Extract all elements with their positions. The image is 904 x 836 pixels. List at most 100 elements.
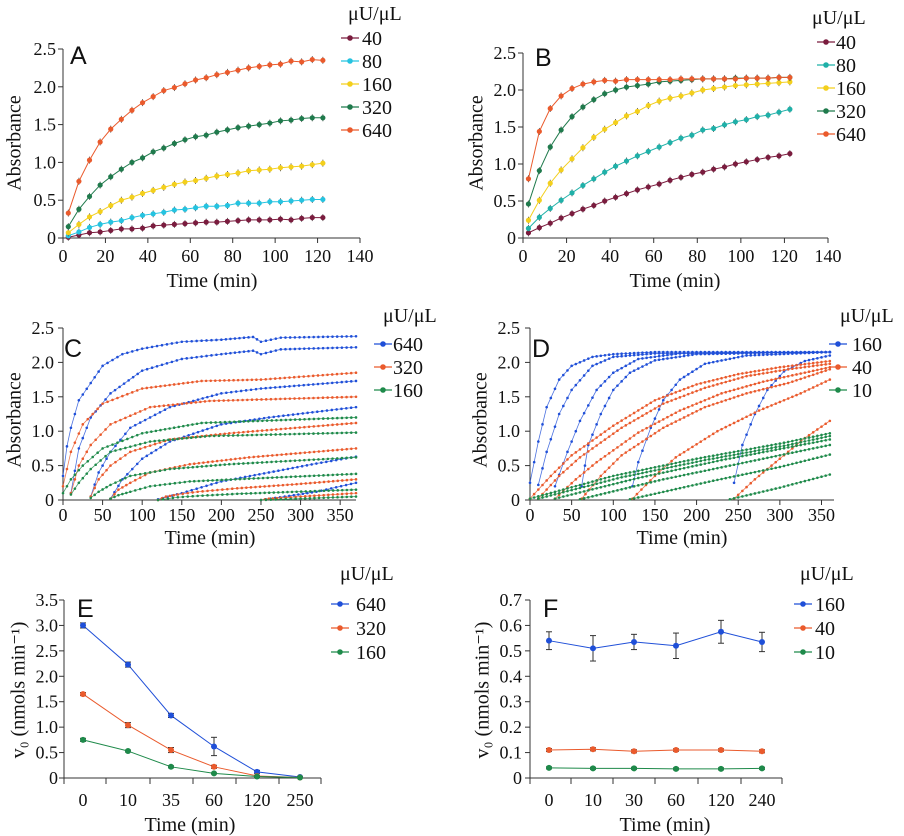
legend-item: 80 [341, 51, 382, 73]
data-point [732, 421, 736, 425]
data-point [741, 451, 744, 455]
data-point [211, 770, 217, 777]
data-point [331, 335, 334, 338]
data-point [761, 469, 765, 472]
data-point [741, 352, 744, 355]
series-line [82, 693, 301, 778]
data-point [691, 458, 694, 461]
data-point [653, 480, 657, 483]
legend-marker [347, 81, 353, 87]
data-point [340, 492, 344, 496]
data-point [820, 455, 823, 458]
data-point [774, 454, 777, 458]
data-point [562, 462, 565, 465]
data-point [235, 67, 241, 73]
x-tick-label: 0 [79, 790, 88, 810]
data-point [711, 395, 715, 399]
data-point [728, 352, 732, 355]
data-point [728, 423, 732, 427]
data-point [335, 416, 339, 420]
data-point [770, 455, 773, 459]
data-point [667, 177, 673, 183]
data-point [220, 338, 223, 341]
data-point [327, 480, 330, 483]
data-point [562, 488, 565, 491]
data-point [130, 467, 134, 471]
data-point [718, 628, 724, 635]
data-point [331, 423, 334, 427]
data-point [159, 445, 162, 449]
data-point [582, 482, 586, 486]
data-point [284, 452, 288, 456]
data-point [774, 445, 777, 449]
data-point [649, 401, 653, 405]
data-point [167, 438, 170, 442]
data-point [163, 427, 167, 431]
y-tick-label: 0.5 [500, 641, 523, 661]
data-point [226, 487, 229, 491]
data-point [318, 481, 321, 484]
data-point [545, 450, 548, 454]
y-tick-label: 2.5 [34, 39, 57, 59]
data-point [667, 95, 673, 101]
data-point [195, 339, 198, 343]
data-point [91, 412, 94, 416]
data-point [786, 446, 790, 449]
data-point [340, 335, 344, 338]
data-point [256, 461, 259, 464]
data-point [354, 478, 358, 481]
data-point [582, 453, 586, 456]
data-point [265, 460, 269, 464]
data-point [612, 87, 619, 93]
legend-item: 320 [341, 97, 392, 119]
data-point [181, 495, 185, 499]
data-point [580, 182, 586, 189]
data-point [253, 418, 256, 421]
data-point [741, 454, 744, 458]
data-point [743, 82, 749, 88]
data-point [139, 212, 146, 218]
data-point [235, 170, 241, 176]
data-point [795, 450, 798, 454]
data-point [745, 485, 748, 489]
data-point [157, 404, 161, 408]
data-point [786, 440, 790, 444]
data-point [148, 440, 152, 443]
data-point [612, 194, 619, 200]
data-point [80, 622, 86, 629]
data-point [699, 365, 703, 368]
data-point [753, 382, 757, 386]
data-point [824, 435, 827, 439]
data-point [666, 394, 669, 397]
data-point [317, 496, 321, 500]
data-point [566, 458, 569, 461]
data-point [86, 417, 90, 421]
x-tick-label: 50 [563, 505, 581, 525]
data-point [233, 337, 237, 340]
data-point [640, 488, 643, 491]
data-point [264, 498, 268, 502]
data-point [289, 418, 292, 422]
data-point [283, 385, 287, 388]
data-point [682, 460, 686, 463]
x-tick-label: 250 [247, 505, 274, 525]
data-point [86, 224, 93, 231]
data-point [649, 469, 653, 473]
data-point [661, 402, 665, 405]
data-point [632, 411, 636, 415]
data-point [165, 362, 169, 365]
data-point [591, 79, 597, 85]
data-point [634, 187, 640, 193]
data-point [816, 361, 819, 364]
data-point [129, 414, 132, 418]
data-point [241, 398, 244, 402]
data-point [674, 355, 678, 359]
data-point [138, 476, 142, 479]
data-point [283, 397, 287, 401]
data-point [782, 444, 786, 448]
data-point [641, 449, 644, 452]
data-point [724, 390, 728, 394]
data-point [340, 422, 344, 426]
data-point [786, 443, 790, 447]
data-point [171, 496, 175, 500]
